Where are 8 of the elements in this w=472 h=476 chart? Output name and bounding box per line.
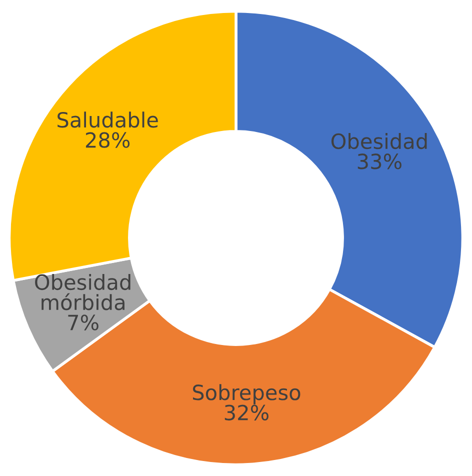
slice-label: Sobrepeso <box>192 384 300 404</box>
data-label: 7% <box>68 314 98 330</box>
slice-label: Saludable <box>58 112 158 128</box>
data-label: 32% <box>224 404 268 420</box>
data-label: 28% <box>86 132 130 148</box>
data-label: 33% <box>358 154 402 170</box>
slice-label: Obesidad <box>331 133 427 150</box>
slice-label: Obesidad mórbida <box>35 274 130 310</box>
